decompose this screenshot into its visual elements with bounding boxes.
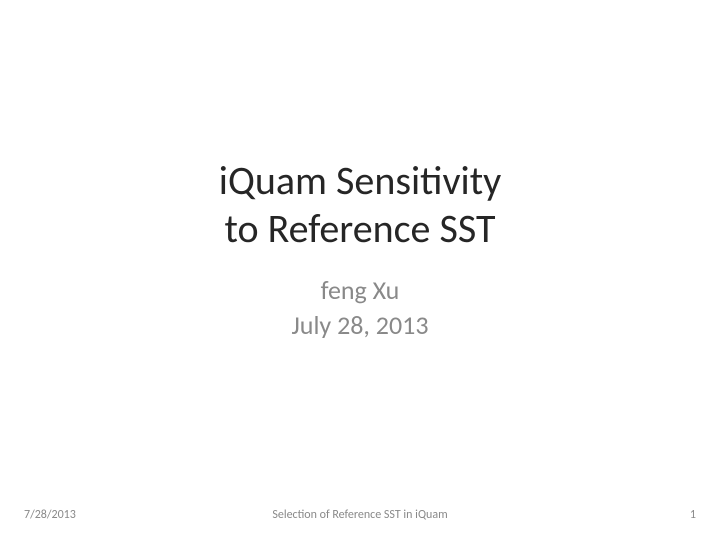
title-line-2: to Reference SST	[219, 205, 501, 253]
slide-footer: 7/28/2013 Selection of Reference SST in …	[0, 508, 720, 522]
title-line-1: iQuam Sensitivity	[219, 157, 501, 205]
author-name: feng Xu	[292, 273, 429, 308]
presentation-date: July 28, 2013	[292, 308, 429, 343]
slide-container: iQuam Sensitivity to Reference SST feng …	[0, 0, 720, 540]
slide-title: iQuam Sensitivity to Reference SST	[219, 157, 501, 253]
slide-subtitle: feng Xu July 28, 2013	[292, 273, 429, 343]
footer-date: 7/28/2013	[24, 508, 248, 522]
footer-page-number: 1	[472, 508, 696, 522]
footer-title: Selection of Reference SST in iQuam	[248, 508, 472, 522]
